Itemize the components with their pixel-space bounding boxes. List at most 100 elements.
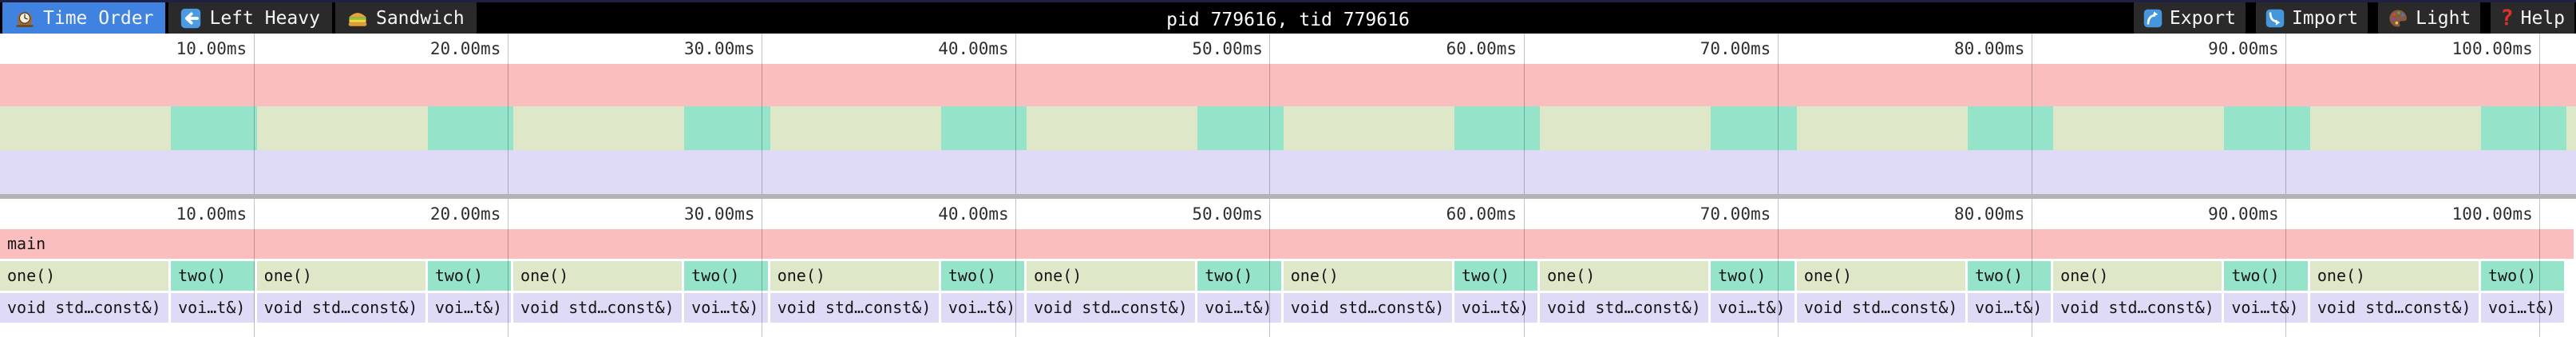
flame-frame[interactable]: one() xyxy=(1027,261,1196,291)
flame-frame[interactable]: one() xyxy=(0,261,169,291)
gridline xyxy=(253,199,255,229)
export-button[interactable]: Export xyxy=(2133,2,2246,34)
flame-frame[interactable]: voi…t&) xyxy=(427,293,512,323)
theme-toggle-button[interactable]: Light xyxy=(2378,2,2481,34)
flame-frame[interactable]: two() xyxy=(2481,261,2565,291)
tab-time-order[interactable]: Time Order xyxy=(2,2,166,34)
flame-frame[interactable]: voi…t&) xyxy=(1711,293,1794,323)
help-button[interactable]: ? Help xyxy=(2491,2,2574,34)
tab-left-heavy[interactable]: Left Heavy xyxy=(168,2,332,34)
time-tick-label: 60.00ms xyxy=(1446,204,1518,224)
flame-frame[interactable]: two() xyxy=(684,261,768,291)
action-label: Import xyxy=(2292,7,2359,29)
flame-row-depth-0: main xyxy=(0,229,2576,259)
flame-frame[interactable]: void std…const&) xyxy=(256,293,425,323)
import-icon xyxy=(2265,9,2285,28)
flame-frame[interactable]: void std…const&) xyxy=(770,293,939,323)
action-buttons: Export Import xyxy=(2123,2,2576,34)
flame-frame[interactable]: two() xyxy=(1454,261,1538,291)
tab-label: Sandwich xyxy=(375,7,465,29)
time-tick-label: 40.00ms xyxy=(938,204,1009,224)
time-tick-label: 70.00ms xyxy=(1700,39,1771,58)
flame-frame[interactable]: void std…const&) xyxy=(2053,293,2222,323)
minimap-frame-segment xyxy=(684,106,770,150)
gridline xyxy=(1269,199,1271,229)
flame-frame[interactable]: voi…t&) xyxy=(2481,293,2565,323)
flame-frame[interactable]: voi…t&) xyxy=(684,293,768,323)
minimap-frame-segment xyxy=(1197,106,1284,150)
flame-frame[interactable]: void std…const&) xyxy=(0,293,169,323)
gridline xyxy=(253,64,255,194)
flame-frame[interactable]: two() xyxy=(940,261,1025,291)
time-tick-label: 80.00ms xyxy=(1953,204,2025,224)
flame-frame[interactable]: two() xyxy=(427,261,512,291)
flame-frame[interactable]: void std…const&) xyxy=(513,293,683,323)
minimap-time-ruler: 10.00ms 20.00ms 30.00ms 40.00ms 50.00ms 60.00… xyxy=(0,34,2576,64)
sandwich-icon xyxy=(347,8,368,29)
clock-icon xyxy=(14,8,35,29)
gridline xyxy=(1777,34,1779,64)
flame-frame[interactable]: one() xyxy=(1540,261,1709,291)
flame-frame[interactable]: voi…t&) xyxy=(1197,293,1281,323)
flame-frame[interactable]: one() xyxy=(256,261,425,291)
flame-frame[interactable]: void std…const&) xyxy=(2309,293,2479,323)
time-tick-label: 70.00ms xyxy=(1700,204,1771,224)
gridline xyxy=(253,229,255,337)
minimap-frame-segment xyxy=(1711,106,1797,150)
flame-frame[interactable]: two() xyxy=(2224,261,2308,291)
flame-frame[interactable]: two() xyxy=(1711,261,1794,291)
flame-frame[interactable]: main xyxy=(0,229,2574,259)
view-mode-tabs: Time Order Left Heavy xyxy=(0,2,480,34)
flamechart: main one() two() one() two() one() two() one() t… xyxy=(0,229,2576,337)
flamechart-time-ruler: 10.00ms 20.00ms 30.00ms 40.00ms 50.00ms 60.00… xyxy=(0,199,2576,229)
time-tick-label: 10.00ms xyxy=(176,204,247,224)
flame-frame[interactable]: one() xyxy=(2053,261,2222,291)
flame-frame[interactable]: two() xyxy=(171,261,255,291)
gridline xyxy=(253,34,255,64)
action-label: Export xyxy=(2169,7,2236,29)
gridline xyxy=(1015,229,1017,337)
flame-frame[interactable]: voi…t&) xyxy=(171,293,255,323)
gridline xyxy=(2285,34,2287,64)
tab-label: Left Heavy xyxy=(209,7,320,29)
tab-sandwich[interactable]: Sandwich xyxy=(334,2,477,34)
gridline xyxy=(1777,64,1779,194)
flame-frame[interactable]: one() xyxy=(2309,261,2479,291)
time-tick-label: 60.00ms xyxy=(1446,39,1518,58)
time-tick-label: 30.00ms xyxy=(684,39,755,58)
minimap-frame-segment xyxy=(2224,106,2310,150)
flame-frame[interactable]: two() xyxy=(1197,261,1281,291)
time-tick-label: 100.00ms xyxy=(2451,39,2533,58)
gridline xyxy=(1269,34,1271,64)
flame-frame[interactable]: two() xyxy=(1967,261,2052,291)
profile-title: pid 779616, tid 779616 xyxy=(1166,10,1410,30)
gridline xyxy=(1015,34,1017,64)
time-tick-label: 90.00ms xyxy=(2208,204,2279,224)
gridline xyxy=(1269,229,1271,337)
flame-frame[interactable]: one() xyxy=(770,261,939,291)
gridline xyxy=(2285,64,2287,194)
gridline xyxy=(1523,229,1525,337)
flame-frame[interactable]: voi…t&) xyxy=(940,293,1025,323)
flame-frame[interactable]: void std…const&) xyxy=(1796,293,1965,323)
gridline xyxy=(2285,199,2287,229)
flame-frame[interactable]: one() xyxy=(513,261,683,291)
gridline xyxy=(2539,64,2541,194)
flame-frame[interactable]: void std…const&) xyxy=(1283,293,1452,323)
import-button[interactable]: Import xyxy=(2256,2,2368,34)
gridline xyxy=(1523,64,1525,194)
flame-row-depth-2: void std…const&) voi…t&) void std…const&) v… xyxy=(0,293,2576,323)
flame-frame[interactable]: void std…const&) xyxy=(1540,293,1709,323)
minimap-frame-segment xyxy=(2481,106,2567,150)
export-icon xyxy=(2143,9,2162,28)
flame-frame[interactable]: one() xyxy=(1796,261,1965,291)
flame-frame[interactable]: void std…const&) xyxy=(1027,293,1196,323)
minimap[interactable] xyxy=(0,64,2576,194)
flame-frame[interactable]: one() xyxy=(1283,261,1452,291)
time-tick-label: 20.00ms xyxy=(429,204,501,224)
flame-frame[interactable]: voi…t&) xyxy=(1967,293,2052,323)
flame-frame[interactable]: voi…t&) xyxy=(1454,293,1538,323)
minimap-frame-segment xyxy=(1454,106,1541,150)
flame-frame[interactable]: voi…t&) xyxy=(2224,293,2308,323)
time-tick-label: 20.00ms xyxy=(429,39,501,58)
